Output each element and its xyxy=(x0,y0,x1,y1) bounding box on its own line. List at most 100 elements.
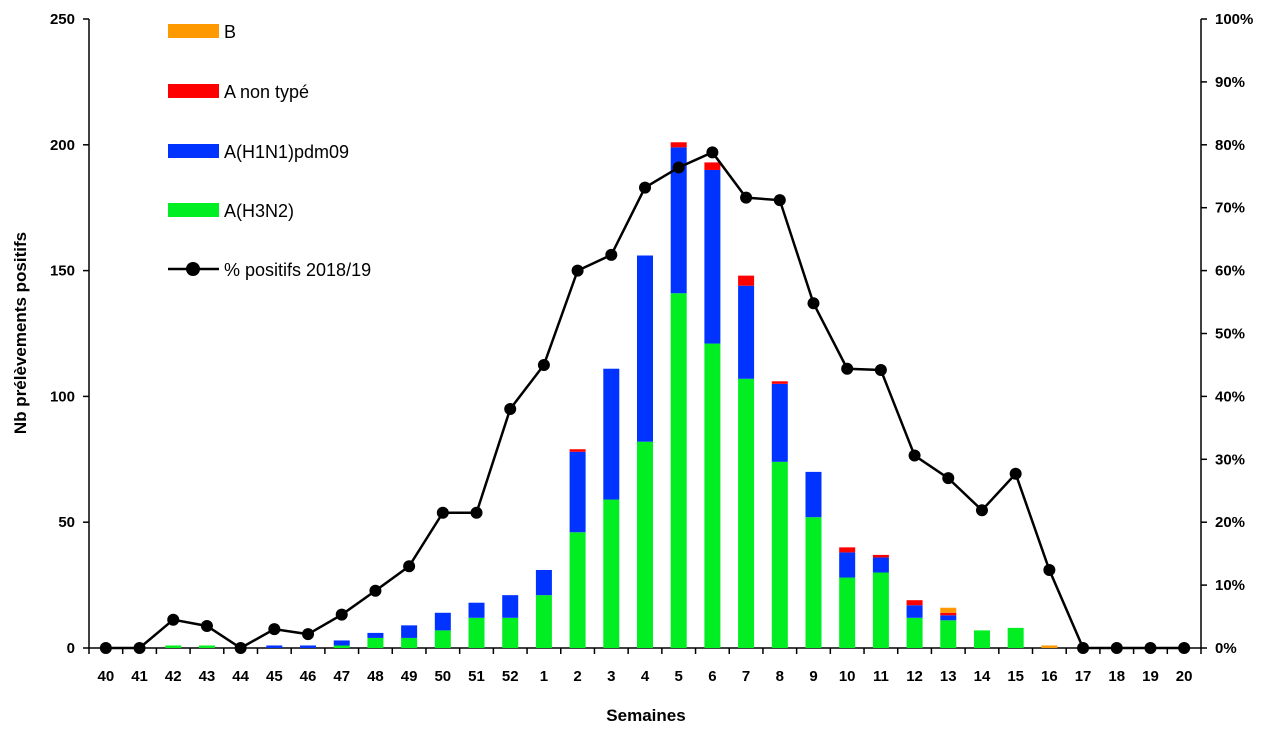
line-point xyxy=(537,358,550,371)
line-point xyxy=(1043,564,1056,577)
line-point xyxy=(1077,642,1090,654)
bar-a-h1n1-pdm09 xyxy=(670,147,687,294)
y2-tick-label: 40% xyxy=(1215,388,1245,405)
legend-swatch-a-h3n2 xyxy=(168,203,219,217)
legend-swatch-a-non-typ xyxy=(168,84,219,98)
bar-a-non-typ xyxy=(940,612,957,616)
bar-a-h3n2 xyxy=(434,630,451,648)
y-tick-label: 150 xyxy=(50,263,75,280)
bar-a-h3n2 xyxy=(535,595,552,648)
x-tick-label: 44 xyxy=(232,668,249,685)
y2-tick-label: 20% xyxy=(1215,514,1245,531)
bar-a-h1n1-pdm09 xyxy=(569,451,586,533)
line-point xyxy=(1009,467,1022,480)
bar-a-h3n2 xyxy=(603,499,620,648)
line-point xyxy=(470,506,483,519)
bar-a-non-typ xyxy=(771,381,788,384)
bar-a-h3n2 xyxy=(906,617,923,648)
bar-a-h1n1-pdm09 xyxy=(401,625,418,638)
y-tick-label: 50 xyxy=(58,514,75,531)
y-tick-label: 200 xyxy=(50,137,75,154)
bar-a-h3n2 xyxy=(333,645,350,648)
x-tick-label: 42 xyxy=(165,668,182,685)
line-point xyxy=(1178,642,1191,654)
line-point xyxy=(504,402,517,415)
bar-a-h3n2 xyxy=(940,620,957,648)
x-tick-label: 12 xyxy=(906,668,923,685)
line-point xyxy=(99,642,112,654)
bar-a-h1n1-pdm09 xyxy=(502,595,519,618)
line-point xyxy=(571,264,584,277)
x-tick-label: 19 xyxy=(1142,668,1159,685)
line-point xyxy=(639,181,651,194)
line-point xyxy=(874,363,887,376)
bar-a-non-typ xyxy=(738,275,755,286)
bar-a-h1n1-pdm09 xyxy=(704,169,721,344)
x-tick-label: 5 xyxy=(675,668,683,685)
bar-a-non-typ xyxy=(872,554,889,558)
y-tick-label: 250 xyxy=(50,11,75,28)
bar-a-h1n1-pdm09 xyxy=(333,640,350,646)
y2-tick-label: 100% xyxy=(1215,11,1253,28)
bar-a-h1n1-pdm09 xyxy=(468,602,485,618)
bar-a-h1n1-pdm09 xyxy=(805,471,822,518)
line-point xyxy=(403,560,416,573)
line-point xyxy=(706,146,719,159)
line-point xyxy=(167,613,180,626)
bar-a-h1n1-pdm09 xyxy=(839,552,856,578)
x-tick-label: 7 xyxy=(742,668,750,685)
line-point xyxy=(200,619,213,632)
x-tick-label: 6 xyxy=(708,668,716,685)
bar-a-h3n2 xyxy=(872,572,889,648)
y2-tick-label: 30% xyxy=(1215,451,1245,468)
x-tick-label: 40 xyxy=(98,668,115,685)
bar-a-h1n1-pdm09 xyxy=(367,632,384,638)
bar-a-h1n1-pdm09 xyxy=(603,368,620,500)
y2-tick-label: 80% xyxy=(1215,137,1245,154)
bar-b xyxy=(1041,645,1058,648)
bar-a-h3n2 xyxy=(1007,627,1024,648)
legend-line-marker xyxy=(186,262,200,276)
x-tick-label: 15 xyxy=(1007,668,1024,685)
x-tick-label: 1 xyxy=(540,668,548,685)
y-axis-title: Nb prélèvements positifs xyxy=(11,232,30,434)
line-point xyxy=(133,642,146,654)
x-tick-label: 20 xyxy=(1176,668,1193,685)
x-tick-label: 17 xyxy=(1075,668,1092,685)
y2-tick-label: 10% xyxy=(1215,577,1245,594)
x-tick-label: 46 xyxy=(300,668,317,685)
bar-a-h1n1-pdm09 xyxy=(940,615,957,621)
x-tick-label: 4 xyxy=(641,668,650,685)
legend-label-positivity: % positifs 2018/19 xyxy=(224,260,371,280)
line-point xyxy=(740,191,753,204)
y2-tick-label: 90% xyxy=(1215,74,1245,91)
x-tick-label: 10 xyxy=(839,668,856,685)
line-point xyxy=(672,161,685,174)
bar-a-h3n2 xyxy=(771,461,788,648)
x-tick-label: 8 xyxy=(776,668,784,685)
legend-label-a-non-typ: A non typé xyxy=(224,82,309,102)
line-point xyxy=(302,628,315,641)
legend: B A non typé A(H1N1)pdm09 A(H3N2) % positifs… xyxy=(168,22,371,280)
y2-tick-label: 0% xyxy=(1215,640,1237,657)
line-point xyxy=(436,506,449,519)
legend-swatch-b xyxy=(168,24,219,38)
bar-a-h1n1-pdm09 xyxy=(434,612,451,631)
bar-a-h3n2 xyxy=(198,645,215,648)
x-tick-label: 13 xyxy=(940,668,957,685)
line-point xyxy=(268,623,281,636)
bar-a-h3n2 xyxy=(401,637,418,648)
x-tick-label: 48 xyxy=(367,668,384,685)
legend-label-a-h3n2: A(H3N2) xyxy=(224,201,294,221)
bar-a-h3n2 xyxy=(670,293,687,648)
bars xyxy=(165,142,1058,648)
x-tick-label: 3 xyxy=(607,668,615,685)
bar-a-non-typ xyxy=(569,449,586,452)
bar-a-h3n2 xyxy=(502,617,519,648)
x-tick-label: 45 xyxy=(266,668,283,685)
axes: 0501001502002500%10%20%30%40%50%60%70%80… xyxy=(50,11,1253,685)
line-point xyxy=(605,248,618,261)
legend-swatch-a-h1n1-pdm09 xyxy=(168,144,219,158)
bar-a-h3n2 xyxy=(468,617,485,648)
line-point xyxy=(1144,642,1157,654)
